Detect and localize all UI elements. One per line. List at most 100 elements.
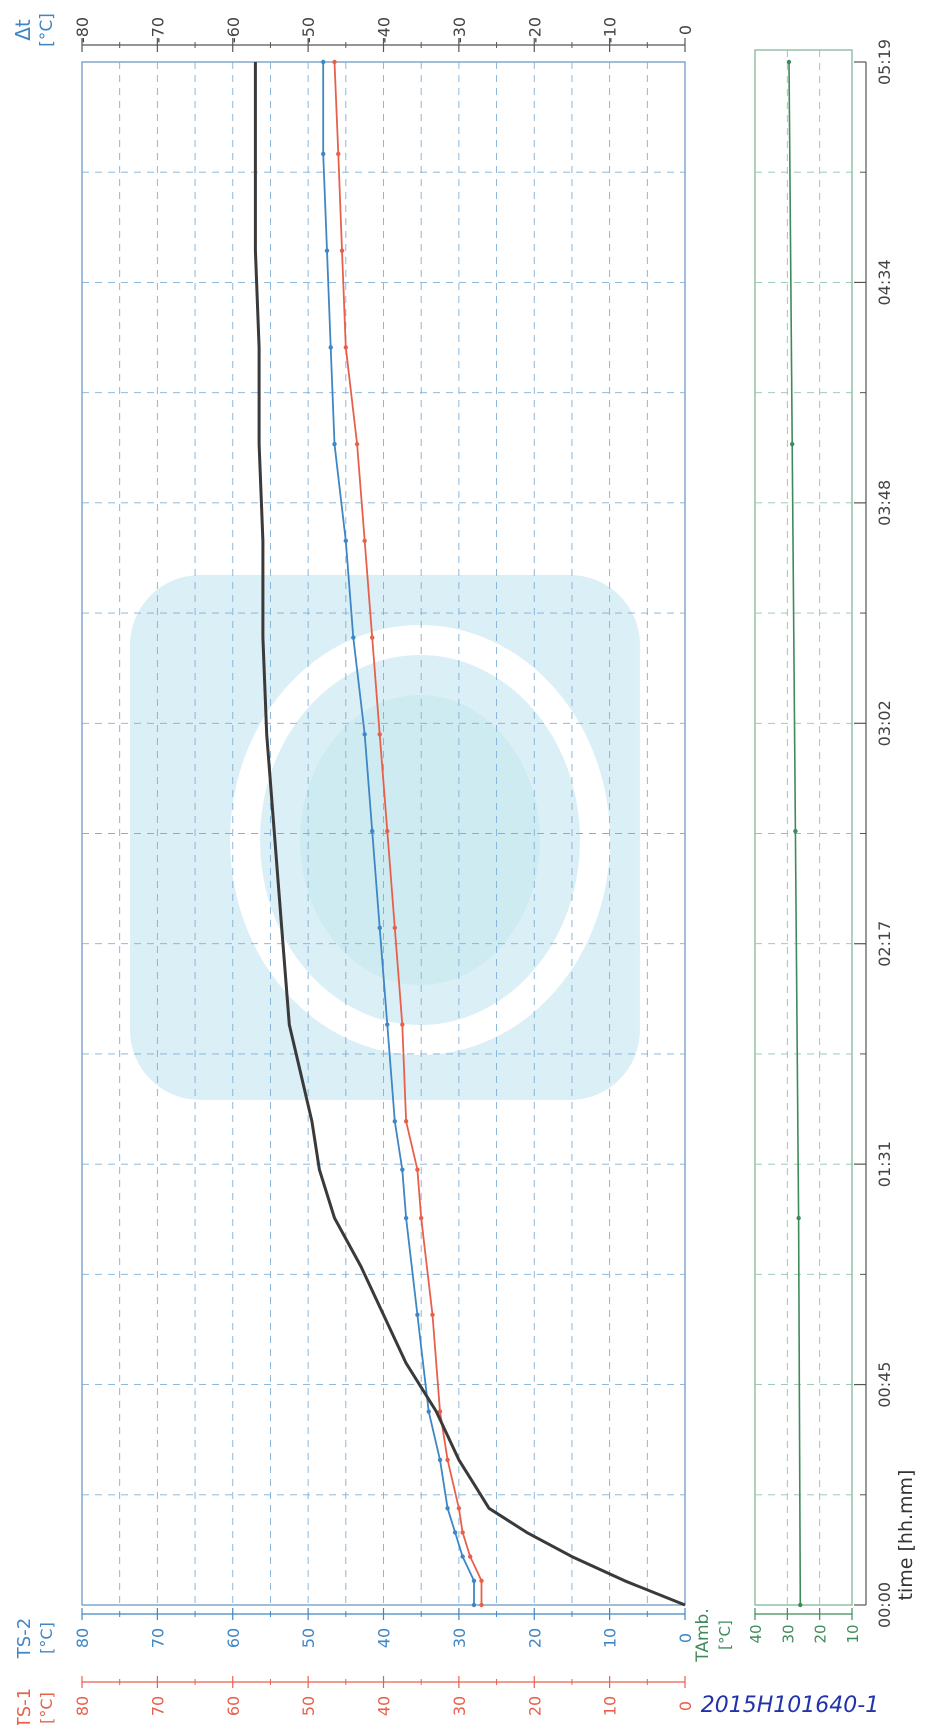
series-ts1-point [479, 1602, 484, 1608]
ts2-tick-label: 40 [375, 1628, 394, 1648]
ts1-axis-unit: [°C] [37, 1692, 56, 1724]
series-ts1-point [479, 1578, 484, 1584]
main-plot-grid [81, 61, 686, 1606]
series-ts1-point [339, 248, 345, 253]
series-ts1-point [445, 1457, 450, 1463]
series-ts2-point [400, 1167, 405, 1172]
ts2-tick-label: 0 [676, 1633, 695, 1643]
ts1-tick-label: 20 [525, 1696, 544, 1716]
series-ts2-point [460, 1554, 465, 1559]
delta-axis-name: Δt [11, 19, 35, 41]
series-ts1-point [369, 635, 375, 640]
series-ts2-point [369, 828, 375, 834]
tamb-tick-label: 30 [779, 1624, 797, 1643]
ts1-axis-name: TS-1 [14, 1688, 35, 1725]
series-ts1-point [400, 1022, 405, 1027]
series-ts2-point [426, 1409, 431, 1414]
series-ts2-point [452, 1530, 458, 1535]
series-tamb-point [786, 59, 792, 65]
series-ts1-point [336, 151, 341, 157]
handwritten-annotation: 2015H101640-1 [701, 1693, 879, 1718]
ts1-tick-label: 60 [224, 1696, 243, 1716]
ambient-plot-grid [754, 49, 853, 1606]
series [253, 59, 803, 1608]
time-tick-label: 03:48 [875, 480, 894, 526]
delta-tick-label: -80 [73, 17, 92, 43]
axes: -80 -70 -60 -50 -40 -30 -20 -10 080 70 60 50 40 30 20 1… [73, 17, 894, 1716]
series-ts2-point [445, 1506, 450, 1511]
series-ts1-point [418, 1215, 424, 1221]
series-ts1-point [343, 345, 349, 350]
series-ts1-point [354, 441, 360, 447]
series-ts2-point [385, 1022, 390, 1027]
ts2-tick-label: 70 [148, 1628, 167, 1648]
series-ts2-point [351, 635, 356, 640]
series-ts1-point [460, 1530, 465, 1535]
series-ts1-point [403, 1119, 409, 1124]
ts1-tick-label: 10 [601, 1696, 620, 1716]
series-ts2-point [328, 345, 333, 350]
delta-tick-label: -60 [224, 17, 243, 43]
tamb-axis-name: TAmb. [693, 1608, 713, 1662]
time-axis-label: time [hh.mm] [895, 1470, 917, 1601]
time-tick-label: 00:00 [875, 1582, 894, 1628]
tamb-axis-unit: [°C] [716, 1620, 734, 1650]
series-ts2-point [324, 248, 330, 253]
delta-tick-label: -20 [525, 17, 544, 43]
series-ts1-point [362, 538, 367, 544]
ts2-tick-label: 10 [601, 1628, 620, 1648]
ts1-tick-label: 70 [148, 1696, 167, 1716]
series-ts2-point [403, 1215, 409, 1221]
delta-tick-label: -30 [450, 17, 469, 43]
time-tick-label: 02:17 [875, 921, 894, 967]
series-ts2-point [437, 1457, 443, 1463]
ts2-axis-unit: [°C] [37, 1622, 56, 1654]
series-ts2-point [377, 925, 382, 931]
delta-tick-label: -40 [375, 17, 394, 43]
ts1-tick-label: 50 [299, 1696, 318, 1716]
series-ts2-point [471, 1602, 477, 1608]
series-tamb-point [789, 441, 795, 447]
series-ts1-point [437, 1409, 443, 1414]
ts2-tick-label: 60 [224, 1628, 243, 1648]
series-ts1-point [430, 1312, 435, 1317]
watermark-logo [130, 575, 640, 1100]
time-tick-label: 03:02 [875, 700, 894, 746]
ts1-tick-label: 30 [450, 1696, 469, 1716]
ts1-tick-label: 40 [375, 1696, 394, 1716]
delta-axis-unit: [°C] [37, 13, 57, 47]
tamb-tick-label: 10 [844, 1624, 862, 1643]
series-ts2-point [362, 732, 367, 737]
time-tick-label: 05:19 [875, 39, 894, 85]
time-tick-label: 01:31 [875, 1141, 894, 1187]
series-ts1-point [467, 1554, 473, 1559]
watermark-ring [230, 625, 610, 1055]
ts2-tick-label: 20 [525, 1628, 544, 1648]
ts2-tick-label: 80 [73, 1628, 92, 1648]
ts2-tick-label: 50 [299, 1628, 318, 1648]
series-ts2-point [392, 1119, 398, 1124]
series-ts1-point [385, 828, 390, 834]
tamb-tick-label: 20 [812, 1624, 830, 1643]
series-ts1-point [332, 59, 337, 65]
series-ts1-line [333, 61, 483, 1605]
watermark-core [300, 695, 540, 985]
delta-tick-label: -70 [148, 17, 167, 43]
ts2-tick-label: 30 [450, 1628, 469, 1648]
ts2-axis-name: TS-2 [14, 1618, 35, 1659]
ambient-plot-frame [754, 49, 853, 1606]
series-tamb-point [796, 1215, 801, 1221]
series-delta-line [253, 62, 686, 1607]
series-ts1-point [392, 925, 398, 931]
series-tamb-point [793, 828, 798, 834]
tamb-tick-label: 40 [747, 1624, 765, 1643]
series-tamb-point [798, 1602, 803, 1608]
series-ts2-line [322, 62, 475, 1605]
series-ts2-point [321, 151, 326, 157]
ts1-tick-label: 0 [676, 1701, 695, 1711]
series-ts1-point [415, 1167, 420, 1172]
ts1-tick-label: 80 [73, 1696, 92, 1716]
delta-tick-label: 0 [676, 25, 695, 35]
series-ts2-point [471, 1578, 477, 1584]
